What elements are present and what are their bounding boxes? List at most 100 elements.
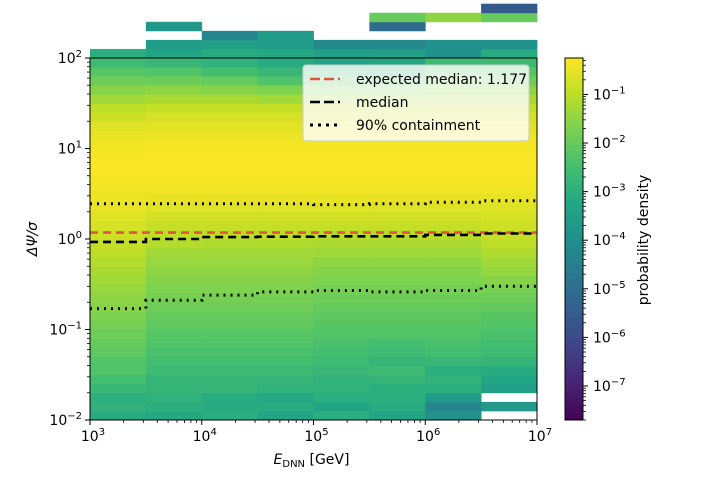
heatmap-cell [257, 338, 314, 348]
heatmap-cell [313, 239, 370, 249]
heatmap-cell [90, 284, 147, 294]
heatmap-cell [425, 184, 482, 195]
heatmap-cell [145, 139, 203, 149]
heatmap-cell [425, 401, 482, 412]
heatmap-cell [425, 193, 482, 204]
heatmap-cell [201, 121, 259, 131]
heatmap-cell [90, 58, 147, 68]
heatmap-cell [145, 166, 203, 177]
heatmap-cell [313, 58, 370, 68]
heatmap-cell [257, 347, 314, 358]
colorbar: 10−1 10−2 10−3 10−4 10−5 10−6 10−7 probability … [564, 57, 652, 421]
heatmap-cell [201, 175, 259, 186]
heatmap-cell [257, 275, 314, 285]
heatmap-cell [481, 239, 538, 249]
heatmap-cell [90, 202, 147, 213]
heatmap-cell [201, 166, 259, 177]
heatmap-cell [90, 121, 147, 131]
y-tick-label: 100 [58, 230, 82, 248]
heatmap-cell [313, 266, 370, 276]
heatmap-cell [481, 184, 538, 195]
heatmap-cell [481, 401, 538, 412]
heatmap-cell [90, 67, 147, 77]
containment-upper-line [90, 199, 537, 207]
heatmap-cell [90, 130, 147, 140]
heatmap-cell [201, 85, 259, 95]
heatmap-cell [425, 257, 482, 267]
heatmap-cell [257, 85, 314, 95]
heatmap-cell [481, 193, 538, 204]
heatmap-cell [201, 410, 259, 421]
heatmap-cell [313, 175, 370, 186]
colorbar-tick-label: 10−7 [593, 377, 626, 395]
heatmap-cell [90, 410, 147, 421]
heatmap-cell [425, 320, 482, 330]
heatmap-cell [201, 211, 259, 222]
heatmap-cell [145, 175, 203, 186]
heatmap-cell [257, 67, 314, 77]
heatmap-cell [425, 175, 482, 186]
heatmap-cell [201, 401, 259, 412]
heatmap-cell [481, 266, 538, 276]
heatmap-cell [481, 338, 538, 348]
heatmap-cell [313, 338, 370, 348]
heatmap-cell [90, 311, 147, 321]
y-tick-label: 101 [58, 140, 82, 158]
heatmap-cell [313, 39, 370, 50]
heatmap-cell [201, 58, 259, 68]
heatmap-cell [201, 239, 259, 249]
heatmap-cell [201, 266, 259, 276]
heatmap-cell [257, 130, 314, 140]
x-tick-label: 107 [528, 427, 552, 445]
heatmap-cell [369, 293, 426, 303]
heatmap-cell [145, 211, 203, 222]
heatmap-cell [481, 311, 538, 321]
heatmap-cell [145, 356, 203, 367]
heatmap-cell [257, 392, 314, 403]
heatmap-cell [369, 211, 426, 222]
heatmap-cell [369, 257, 426, 267]
heatmap-cell [257, 103, 314, 113]
heatmap-cell [145, 130, 203, 140]
heatmap-cell [369, 220, 426, 231]
heatmap-cell [90, 329, 147, 339]
heatmap-cell [201, 148, 259, 158]
heatmap-cell [90, 94, 147, 104]
heatmap-cell [425, 329, 482, 339]
heatmap-cell [201, 48, 259, 59]
y-axis: 10−2 10−1 100 101 102 [49, 49, 90, 429]
legend-label: 90% containment [356, 118, 481, 134]
heatmap-cell [257, 320, 314, 330]
colorbar-tick-label: 10−5 [593, 280, 626, 298]
heatmap-cell [201, 157, 259, 167]
legend-label: expected median: 1.177 [356, 72, 527, 88]
heatmap-cell [201, 248, 259, 258]
heatmap-cell [481, 248, 538, 258]
heatmap-cell [425, 293, 482, 303]
heatmap-cell [145, 365, 203, 376]
x-tick-label: 105 [304, 427, 328, 445]
heatmap-cell [90, 229, 147, 240]
heatmap-cell [313, 329, 370, 339]
heatmap-cell [481, 275, 538, 285]
heatmap-cell [369, 12, 426, 23]
heatmap-cell [145, 94, 203, 104]
heatmap-cell [145, 121, 203, 131]
heatmap-cell [369, 175, 426, 186]
heatmap-cell [425, 347, 482, 358]
colorbar-tick-label: 10−2 [593, 134, 626, 152]
containment-lower-line [90, 284, 537, 311]
heatmap-cell [313, 374, 370, 385]
y-tick-label: 10−2 [49, 411, 82, 429]
heatmap-cell [313, 139, 370, 149]
heatmap-cell [481, 257, 538, 267]
heatmap-cell [481, 284, 538, 294]
heatmap-cell [201, 392, 259, 403]
heatmap-cell [90, 257, 147, 267]
heatmap-cell [313, 293, 370, 303]
heatmap-cell [145, 103, 203, 113]
heatmap-cell [145, 320, 203, 330]
heatmap-cell [145, 410, 203, 421]
colorbar-tick-label: 10−6 [593, 328, 626, 346]
heatmap-cell [481, 383, 538, 394]
